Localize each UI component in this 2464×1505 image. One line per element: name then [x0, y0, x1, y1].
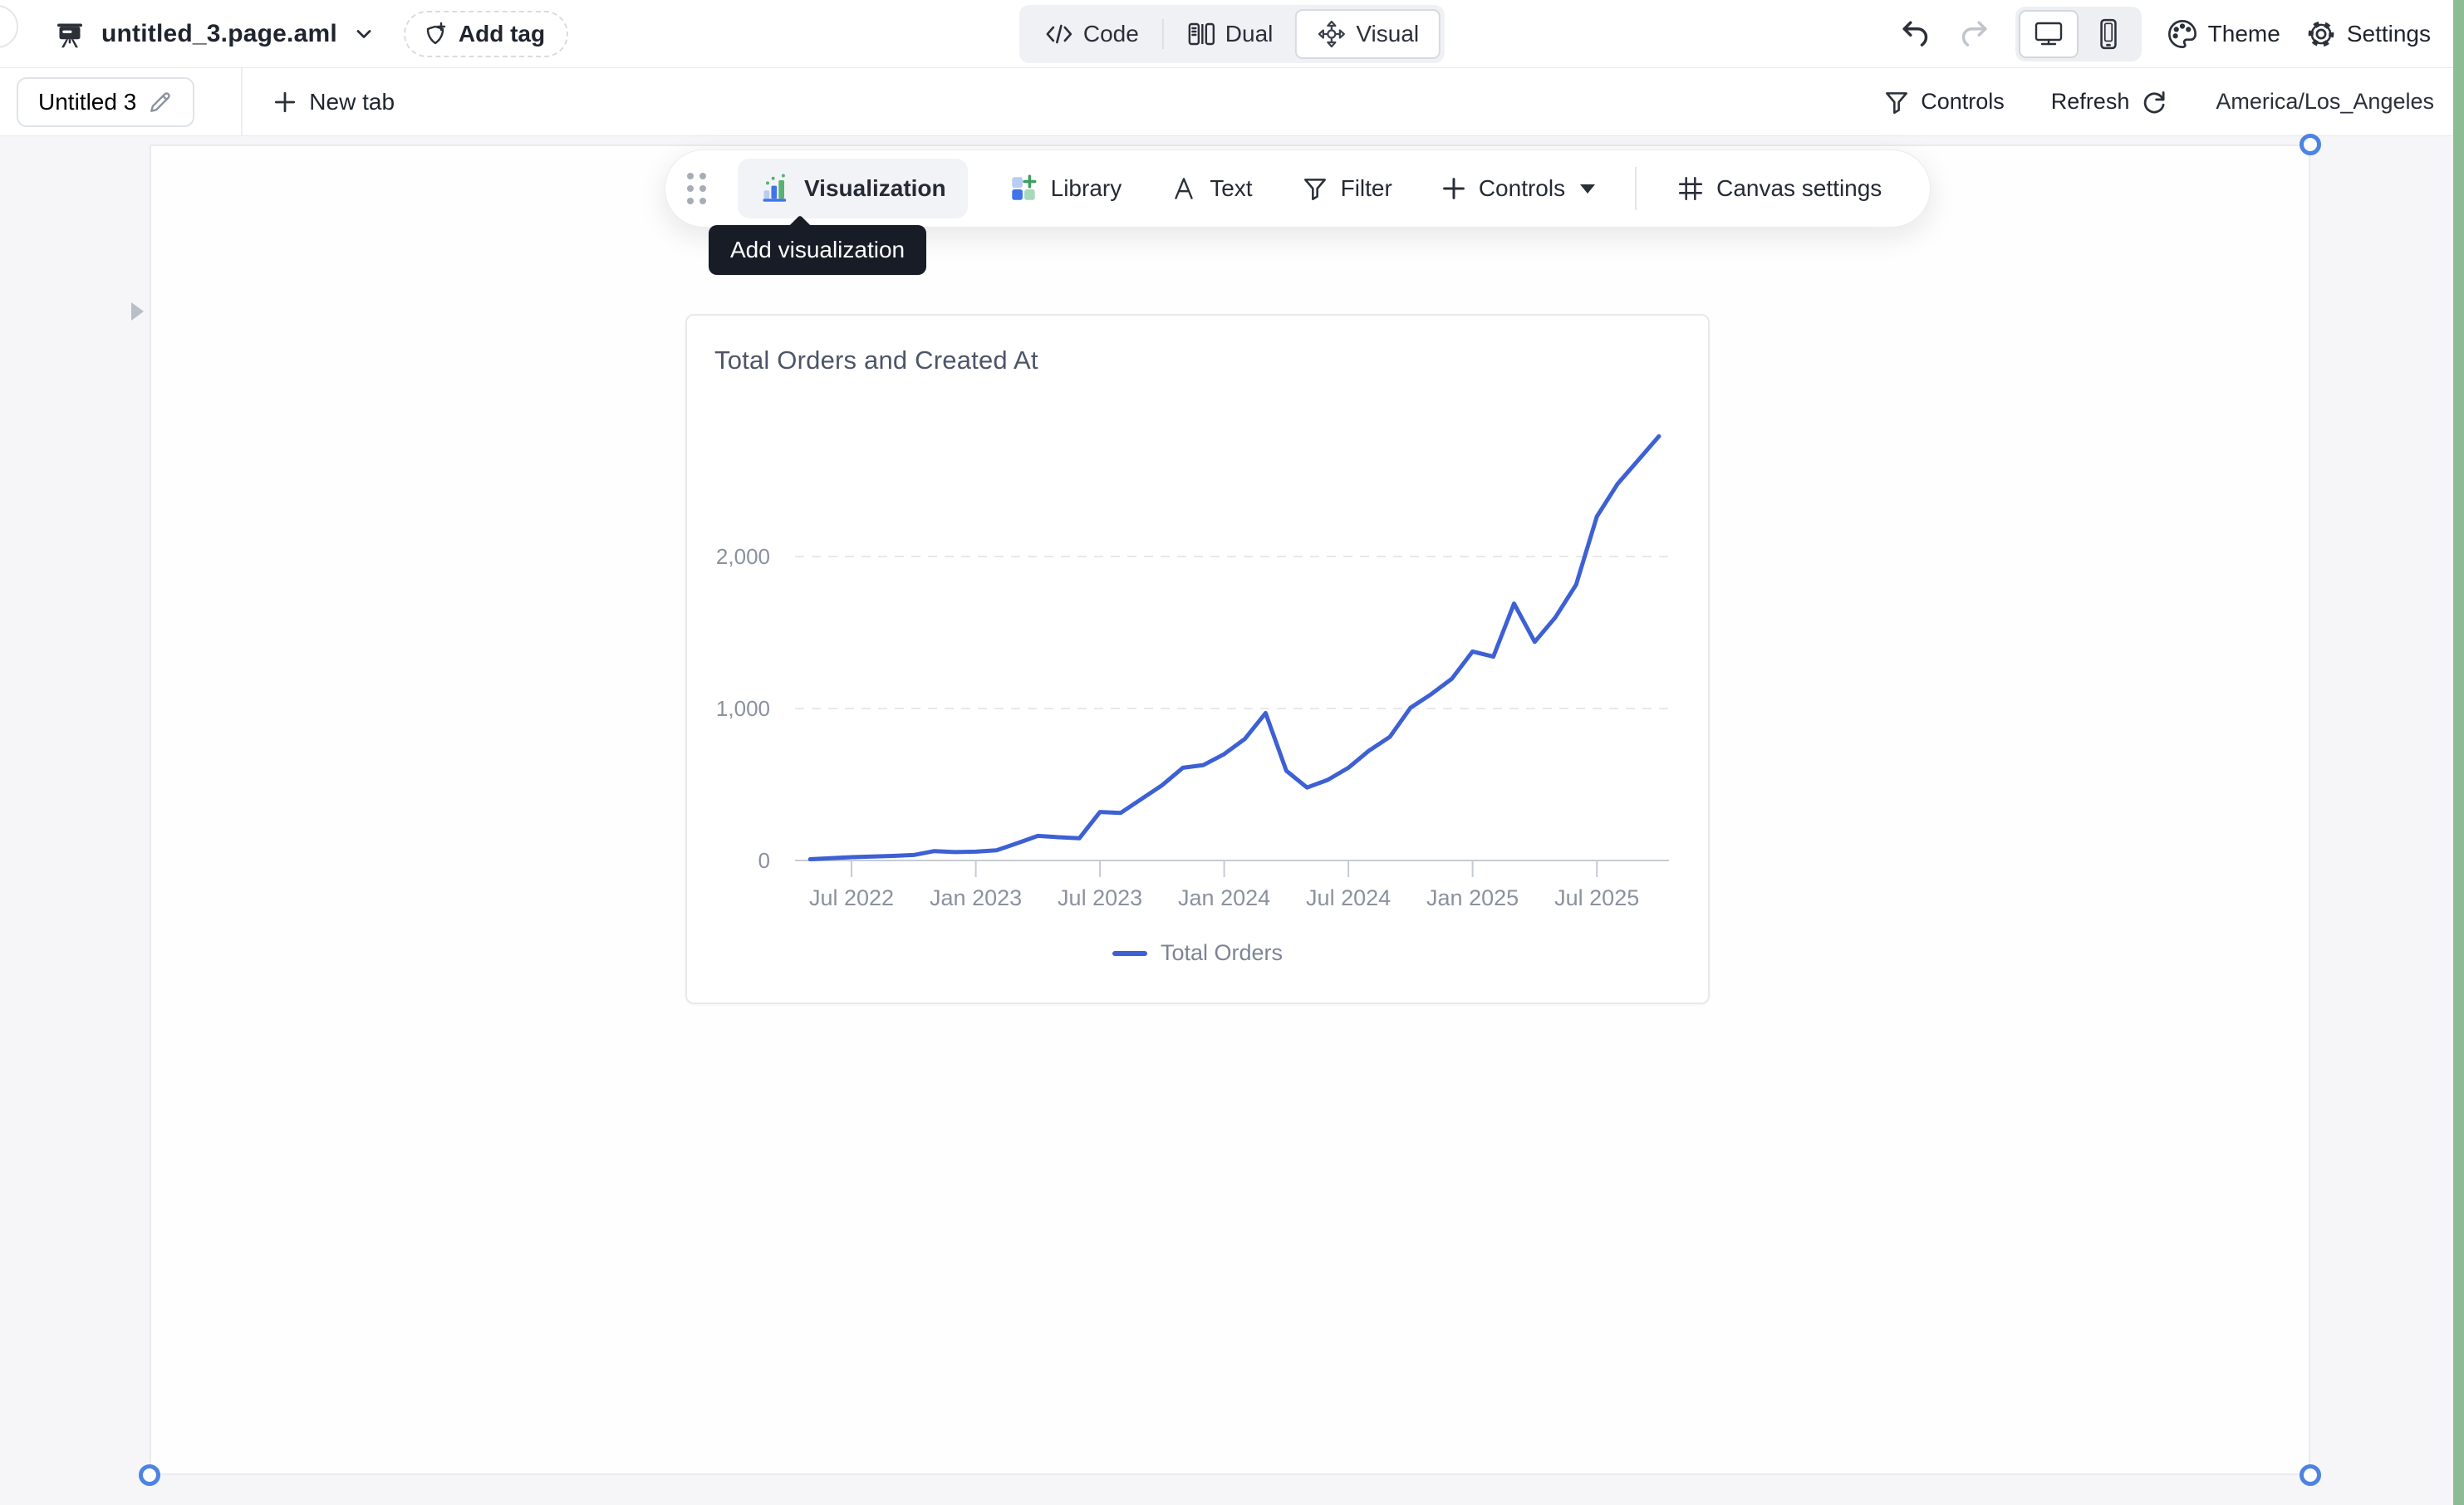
gear-icon-svg [2308, 21, 2334, 47]
dual-pane-icon [1188, 22, 1215, 45]
add-visualization-tooltip: Add visualization [709, 214, 927, 275]
add-filter-button[interactable]: Filter [1293, 161, 1401, 216]
device-preview-toggle [2015, 6, 2142, 61]
divider [241, 67, 243, 136]
view-mode-visual[interactable]: Visual [1294, 8, 1441, 59]
undo-button[interactable] [1899, 17, 1932, 51]
svg-text:Jan 2024: Jan 2024 [1178, 885, 1270, 910]
divider [1635, 167, 1637, 210]
bar-chart-icon [759, 172, 793, 205]
edit-pencil-icon[interactable] [148, 90, 173, 115]
grid-hash-icon [1676, 174, 1705, 203]
refresh-icon [2139, 87, 2169, 117]
canvas-settings-button[interactable]: Canvas settings [1668, 161, 1890, 216]
funnel-icon [1301, 174, 1329, 203]
add-library-button[interactable]: Library [999, 159, 1131, 218]
svg-text:2,000: 2,000 [716, 544, 770, 569]
collapsed-sidebar-button[interactable] [0, 5, 18, 48]
chart-title: Total Orders and Created At [714, 346, 1038, 375]
svg-text:Jul 2023: Jul 2023 [1058, 885, 1142, 910]
page-resize-handle-top-right[interactable] [2300, 134, 2321, 155]
view-mode-dual[interactable]: Dual [1166, 11, 1295, 57]
svg-text:1,000: 1,000 [716, 696, 770, 721]
tab-untitled-3[interactable]: Untitled 3 [17, 76, 195, 127]
controls-toggle-button[interactable]: Controls [1882, 88, 2005, 116]
redo-icon [1961, 21, 1987, 47]
tag-plus-icon [422, 21, 449, 47]
chart-legend: Total Orders [687, 940, 1708, 966]
mobile-icon [2099, 18, 2117, 49]
palette-icon-svg [2167, 19, 2196, 48]
file-name[interactable]: untitled_3.page.aml [101, 19, 337, 47]
line-chart: 0 1,000 2,000 Jul 2022 Jan 2023 Jul 2023 Jan 2… [716, 434, 1669, 910]
presentation-easel-icon [53, 17, 86, 51]
floating-toolbar: Visualization Library Text Filter Contro [665, 150, 1931, 228]
svg-text:Jul 2022: Jul 2022 [809, 885, 894, 910]
drag-handle-icon[interactable] [687, 173, 706, 204]
gear-icon [2305, 18, 2337, 50]
settings-button[interactable]: Settings [2305, 18, 2431, 50]
move-arrows-icon [1318, 20, 1345, 47]
redo-button[interactable] [1957, 17, 1990, 51]
canvas-area[interactable]: Visualization Library Text Filter Contro [0, 134, 2464, 1505]
chart-card[interactable]: 0 1,000 2,000 Jul 2022 Jan 2023 Jul 2023 Jan 2… [685, 314, 1710, 1004]
svg-text:Jul 2024: Jul 2024 [1306, 885, 1391, 910]
desktop-preview-button[interactable] [2018, 9, 2079, 58]
mobile-preview-button[interactable] [2079, 10, 2138, 58]
svg-text:0: 0 [758, 848, 770, 873]
legend-label: Total Orders [1160, 940, 1284, 965]
svg-text:Jan 2025: Jan 2025 [1426, 885, 1519, 910]
undo-icon [1902, 21, 1927, 47]
plus-icon [1441, 175, 1467, 202]
plus-icon [272, 90, 297, 115]
svg-text:Jul 2025: Jul 2025 [1554, 885, 1639, 910]
add-tag-button[interactable]: Add tag [403, 10, 569, 57]
code-icon [1046, 24, 1072, 43]
divider [1161, 18, 1164, 49]
new-tab-button[interactable]: New tab [272, 89, 395, 115]
theme-button[interactable]: Theme [2167, 18, 2280, 50]
screen-share-border [2453, 0, 2464, 1505]
page-resize-handle-bottom-right[interactable] [2300, 1464, 2321, 1486]
library-grid-icon [1008, 173, 1039, 204]
top-header: untitled_3.page.aml Add tag Code Dual Vi… [0, 0, 2464, 68]
view-mode-switch: Code Dual Visual [1018, 4, 1446, 63]
refresh-button[interactable]: Refresh [2051, 87, 2170, 117]
svg-text:Jan 2023: Jan 2023 [930, 885, 1022, 910]
palette-icon [2167, 18, 2198, 50]
desktop-icon [2035, 22, 2062, 45]
add-text-button[interactable]: Text [1161, 161, 1260, 216]
legend-line-swatch [1112, 950, 1147, 956]
text-a-icon [1170, 174, 1198, 203]
collapse-arrow-icon[interactable] [131, 302, 144, 321]
funnel-icon [1882, 88, 1911, 116]
timezone-label[interactable]: America/Los_Angeles [2216, 89, 2434, 114]
add-visualization-button[interactable]: Visualization [738, 159, 968, 218]
header-right-actions: Theme Settings [1899, 6, 2431, 61]
tab-bar-right: Controls Refresh America/Los_Angeles [1882, 87, 2434, 117]
chevron-down-icon[interactable] [352, 22, 375, 46]
file-group: untitled_3.page.aml [53, 17, 375, 51]
page-resize-handle-bottom-left[interactable] [139, 1464, 160, 1486]
view-mode-code[interactable]: Code [1023, 11, 1161, 57]
add-controls-button[interactable]: Controls [1432, 162, 1603, 215]
tab-bar: Untitled 3 New tab Controls Refresh Amer… [0, 67, 2464, 136]
caret-down-icon [1580, 184, 1596, 194]
